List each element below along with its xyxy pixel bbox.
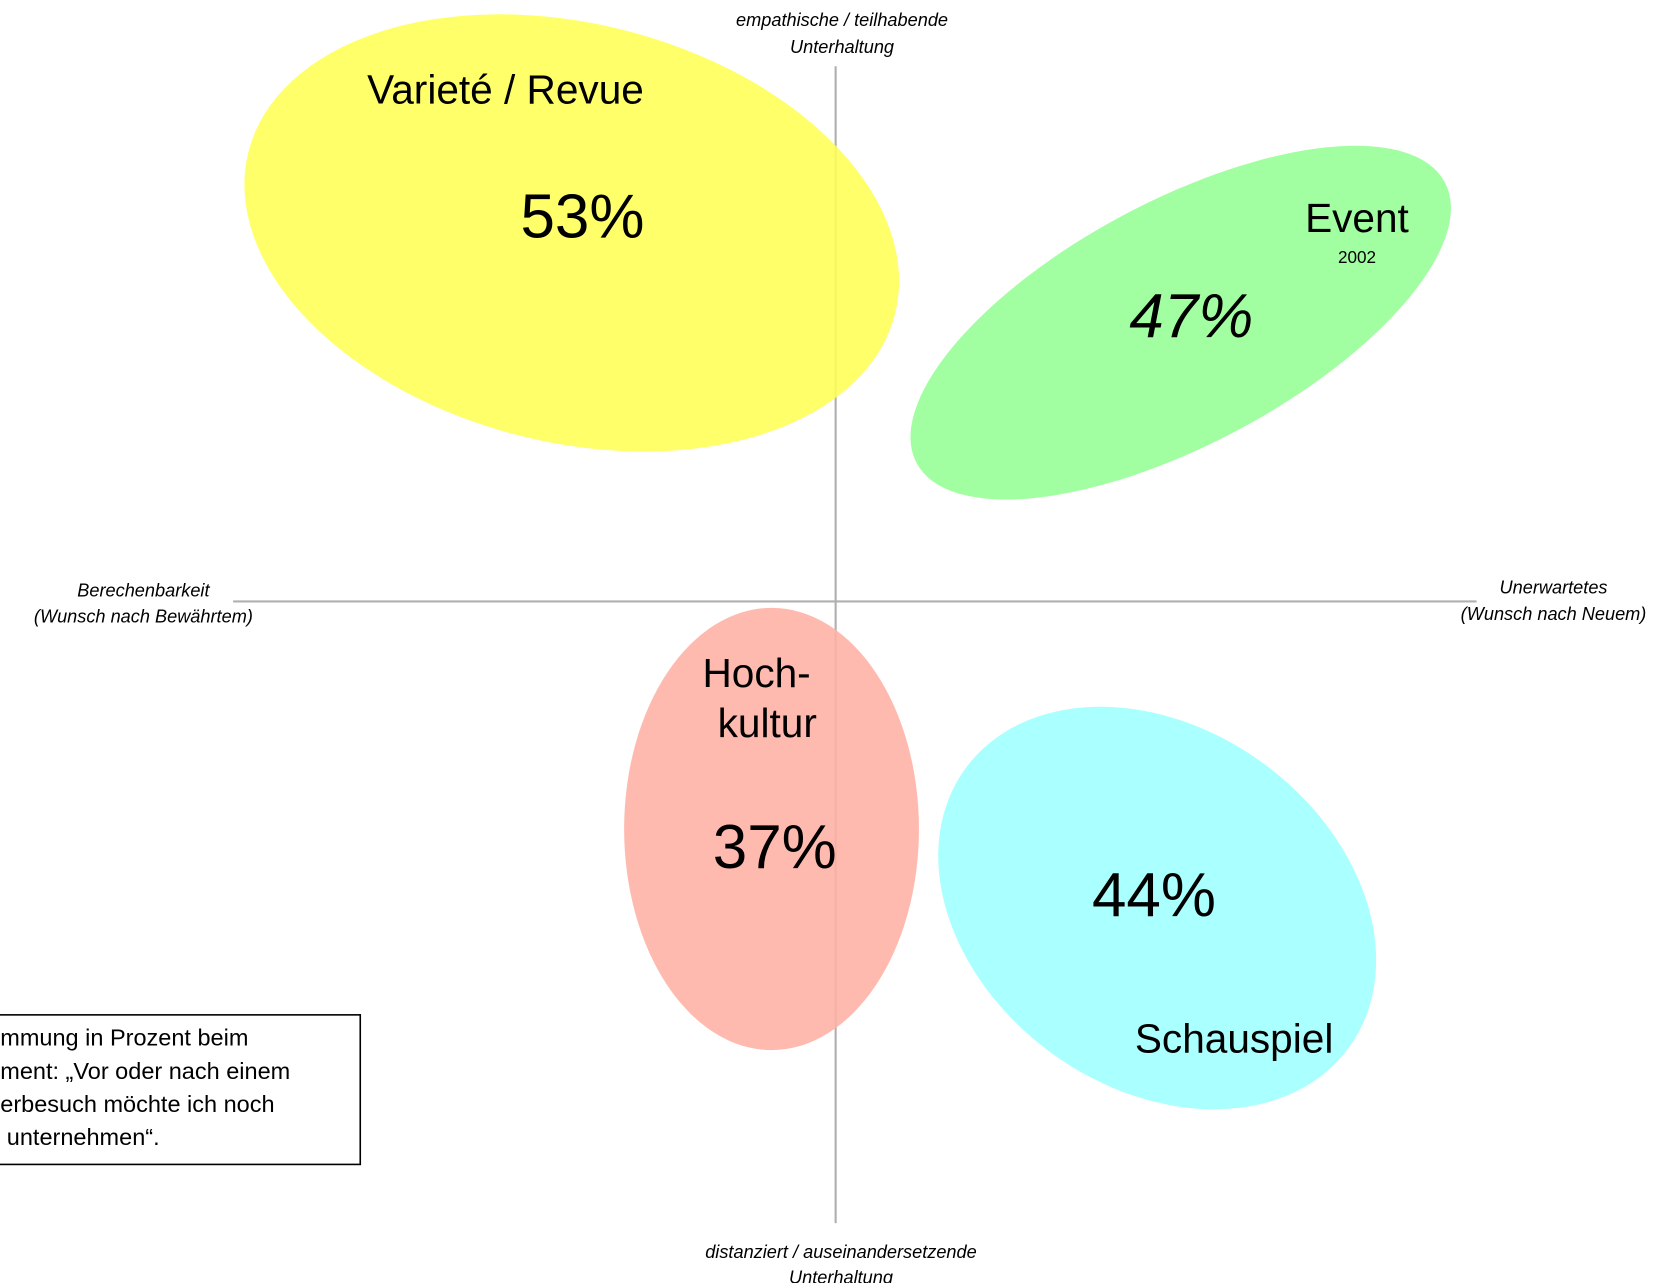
axis-label: Berechenbarkeit [77,581,210,601]
note-line: mmung in Prozent beim [0,1025,248,1051]
axis-label: Unerwartetes [1500,577,1608,597]
cluster-percent: 47% [1129,282,1253,351]
axis-label: (Wunsch nach Neuem) [1461,604,1647,624]
cluster-percent: 53% [520,183,644,252]
axis-label: Unterhaltung [789,1268,893,1283]
cluster-variete [244,14,900,452]
cluster-schauspiel [938,706,1377,1110]
note-box [0,1014,362,1166]
cluster-hochkultur [624,607,919,1051]
note-line: ment: „Vor oder nach einem [0,1058,290,1084]
cluster-percent: 44% [1092,861,1216,930]
cluster-label: Schauspiel [1135,1015,1334,1061]
cluster-percent: 37% [713,813,837,882]
axis-label: distanziert / auseinandersetzende [705,1242,977,1262]
axis-label: Unterhaltung [790,37,894,57]
cluster-label: kultur [718,700,817,746]
note-line: erbesuch möchte ich noch [0,1091,274,1117]
axis-label: (Wunsch nach Bewährtem) [34,606,253,626]
note-line: unternehmen“. [0,1124,159,1150]
cluster-event [910,145,1451,500]
cluster-sublabel: 2002 [1338,248,1376,267]
cluster-label: Event [1305,195,1409,241]
axis-label: empathische / teilhabende [736,10,948,30]
cluster-label: Hoch- [702,650,810,696]
cluster-label: Varieté / Revue [367,67,644,113]
